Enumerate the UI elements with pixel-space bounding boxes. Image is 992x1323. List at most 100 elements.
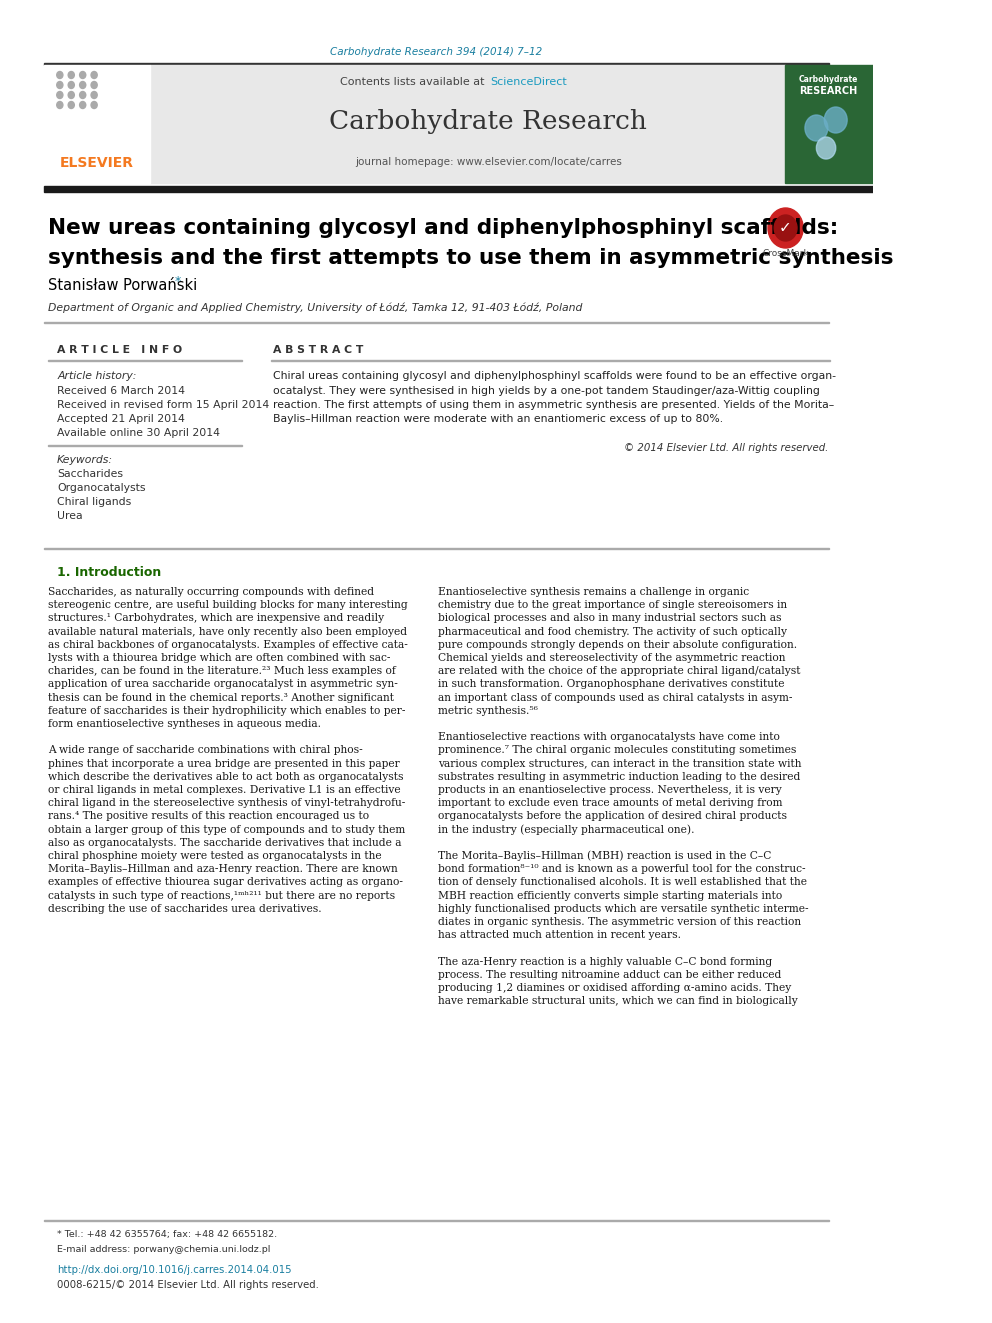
Text: pure compounds strongly depends on their absolute configuration.: pure compounds strongly depends on their… bbox=[438, 640, 798, 650]
Text: in the industry (especially pharmaceutical one).: in the industry (especially pharmaceutic… bbox=[438, 824, 694, 835]
Text: examples of effective thiourea sugar derivatives acting as organo-: examples of effective thiourea sugar der… bbox=[49, 877, 404, 888]
Text: rans.⁴ The positive results of this reaction encouraged us to: rans.⁴ The positive results of this reac… bbox=[49, 811, 369, 822]
Circle shape bbox=[57, 102, 62, 108]
Text: Carbohydrate Research 394 (2014) 7–12: Carbohydrate Research 394 (2014) 7–12 bbox=[330, 48, 543, 57]
Circle shape bbox=[91, 91, 97, 98]
Text: lysts with a thiourea bridge which are often combined with sac-: lysts with a thiourea bridge which are o… bbox=[49, 654, 391, 663]
Text: The Morita–Baylis–Hillman (MBH) reaction is used in the C–C: The Morita–Baylis–Hillman (MBH) reaction… bbox=[438, 851, 772, 861]
Circle shape bbox=[79, 82, 85, 89]
Text: highly functionalised products which are versatile synthetic interme-: highly functionalised products which are… bbox=[438, 904, 808, 914]
Circle shape bbox=[79, 91, 85, 98]
Text: Stanisław Porwański: Stanisław Porwański bbox=[49, 278, 197, 292]
Circle shape bbox=[91, 71, 97, 78]
Text: Department of Organic and Applied Chemistry, University of Łódź, Tamka 12, 91-40: Department of Organic and Applied Chemis… bbox=[49, 303, 582, 314]
Text: chiral ligand in the stereoselective synthesis of vinyl-tetrahydrofu-: chiral ligand in the stereoselective syn… bbox=[49, 798, 406, 808]
Text: © 2014 Elsevier Ltd. All rights reserved.: © 2014 Elsevier Ltd. All rights reserved… bbox=[624, 443, 828, 452]
Text: Article history:: Article history: bbox=[58, 370, 137, 381]
Circle shape bbox=[79, 102, 85, 108]
Text: as chiral backbones of organocatalysts. Examples of effective cata-: as chiral backbones of organocatalysts. … bbox=[49, 640, 409, 650]
Text: structures.¹ Carbohydrates, which are inexpensive and readily: structures.¹ Carbohydrates, which are in… bbox=[49, 614, 385, 623]
Text: Enantioselective synthesis remains a challenge in organic: Enantioselective synthesis remains a cha… bbox=[438, 587, 749, 597]
Text: A B S T R A C T: A B S T R A C T bbox=[273, 345, 363, 355]
Text: stereogenic centre, are useful building blocks for many interesting: stereogenic centre, are useful building … bbox=[49, 601, 408, 610]
Circle shape bbox=[774, 216, 797, 241]
Text: Contents lists available at: Contents lists available at bbox=[340, 77, 488, 87]
Text: journal homepage: www.elsevier.com/locate/carres: journal homepage: www.elsevier.com/locat… bbox=[355, 157, 622, 167]
Text: organocatalysts before the application of desired chiral products: organocatalysts before the application o… bbox=[438, 811, 787, 822]
Text: Morita–Baylis–Hillman and aza-Henry reaction. There are known: Morita–Baylis–Hillman and aza-Henry reac… bbox=[49, 864, 398, 875]
Circle shape bbox=[816, 138, 835, 159]
Text: *: * bbox=[175, 274, 181, 287]
Text: Carbohydrate Research: Carbohydrate Research bbox=[329, 110, 647, 135]
Text: Accepted 21 April 2014: Accepted 21 April 2014 bbox=[58, 414, 186, 423]
Text: producing 1,2 diamines or oxidised affording α-amino acids. They: producing 1,2 diamines or oxidised affor… bbox=[438, 983, 792, 994]
Circle shape bbox=[768, 208, 804, 247]
Text: metric synthesis.⁵⁶: metric synthesis.⁵⁶ bbox=[438, 705, 538, 716]
Text: application of urea saccharide organocatalyst in asymmetric syn-: application of urea saccharide organocat… bbox=[49, 680, 398, 689]
Text: chiral phosphine moiety were tested as organocatalysts in the: chiral phosphine moiety were tested as o… bbox=[49, 851, 382, 861]
Text: Chiral ureas containing glycosyl and diphenylphosphinyl scaffolds were found to : Chiral ureas containing glycosyl and dip… bbox=[273, 370, 835, 381]
Text: Chemical yields and stereoselectivity of the asymmetric reaction: Chemical yields and stereoselectivity of… bbox=[438, 654, 786, 663]
Circle shape bbox=[57, 82, 62, 89]
Text: substrates resulting in asymmetric induction leading to the desired: substrates resulting in asymmetric induc… bbox=[438, 771, 801, 782]
Text: are related with the choice of the appropriate chiral ligand/catalyst: are related with the choice of the appro… bbox=[438, 667, 801, 676]
Text: bond formation⁸⁻¹⁰ and is known as a powerful tool for the construc-: bond formation⁸⁻¹⁰ and is known as a pow… bbox=[438, 864, 806, 875]
Text: or chiral ligands in metal complexes. Derivative L1 is an effective: or chiral ligands in metal complexes. De… bbox=[49, 785, 401, 795]
Text: Enantioselective reactions with organocatalysts have come into: Enantioselective reactions with organoca… bbox=[438, 732, 780, 742]
Circle shape bbox=[79, 71, 85, 78]
Text: important to exclude even trace amounts of metal deriving from: important to exclude even trace amounts … bbox=[438, 798, 783, 808]
Text: Available online 30 April 2014: Available online 30 April 2014 bbox=[58, 429, 220, 438]
Circle shape bbox=[805, 115, 827, 142]
Text: phines that incorporate a urea bridge are presented in this paper: phines that incorporate a urea bridge ar… bbox=[49, 758, 400, 769]
Text: various complex structures, can interact in the transition state with: various complex structures, can interact… bbox=[438, 758, 802, 769]
Text: have remarkable structural units, which we can find in biologically: have remarkable structural units, which … bbox=[438, 996, 798, 1007]
Text: Keywords:: Keywords: bbox=[58, 455, 113, 464]
Text: ✓: ✓ bbox=[779, 221, 792, 235]
Circle shape bbox=[91, 102, 97, 108]
Text: The aza-Henry reaction is a highly valuable C–C bond forming: The aza-Henry reaction is a highly valua… bbox=[438, 957, 773, 967]
Text: http://dx.doi.org/10.1016/j.carres.2014.04.015: http://dx.doi.org/10.1016/j.carres.2014.… bbox=[58, 1265, 292, 1275]
Bar bbox=[44, 65, 150, 183]
Text: products in an enantioselective process. Nevertheless, it is very: products in an enantioselective process.… bbox=[438, 785, 782, 795]
Text: ocatalyst. They were synthesised in high yields by a one-pot tandem Staudinger/a: ocatalyst. They were synthesised in high… bbox=[273, 385, 819, 396]
Circle shape bbox=[68, 82, 74, 89]
Bar bbox=[785, 65, 873, 183]
Text: diates in organic synthesis. The asymmetric version of this reaction: diates in organic synthesis. The asymmet… bbox=[438, 917, 802, 927]
Text: ELSEVIER: ELSEVIER bbox=[60, 156, 134, 169]
Bar bbox=[44, 187, 873, 192]
Text: biological processes and also in many industrial sectors such as: biological processes and also in many in… bbox=[438, 614, 782, 623]
Text: has attracted much attention in recent years.: has attracted much attention in recent y… bbox=[438, 930, 682, 941]
Circle shape bbox=[68, 91, 74, 98]
Text: feature of saccharides is their hydrophilicity which enables to per-: feature of saccharides is their hydrophi… bbox=[49, 705, 406, 716]
Text: obtain a larger group of this type of compounds and to study them: obtain a larger group of this type of co… bbox=[49, 824, 406, 835]
Bar bbox=[44, 64, 828, 65]
Bar bbox=[150, 65, 785, 183]
Circle shape bbox=[68, 71, 74, 78]
Text: synthesis and the first attempts to use them in asymmetric synthesis: synthesis and the first attempts to use … bbox=[49, 247, 894, 269]
Text: tion of densely functionalised alcohols. It is well established that the: tion of densely functionalised alcohols.… bbox=[438, 877, 807, 888]
Text: chemistry due to the great importance of single stereoisomers in: chemistry due to the great importance of… bbox=[438, 601, 788, 610]
Text: ScienceDirect: ScienceDirect bbox=[490, 77, 566, 87]
Text: Baylis–Hillman reaction were moderate with an enantiomeric excess of up to 80%.: Baylis–Hillman reaction were moderate wi… bbox=[273, 414, 723, 425]
Text: A R T I C L E   I N F O: A R T I C L E I N F O bbox=[58, 345, 183, 355]
Text: Organocatalysts: Organocatalysts bbox=[58, 483, 146, 493]
Text: charides, can be found in the literature.²³ Much less examples of: charides, can be found in the literature… bbox=[49, 667, 396, 676]
Text: catalysts in such type of reactions,¹ᵐʰ²¹¹ but there are no reports: catalysts in such type of reactions,¹ᵐʰ²… bbox=[49, 890, 396, 901]
Text: Carbohydrate: Carbohydrate bbox=[799, 75, 858, 85]
Text: process. The resulting nitroamine adduct can be either reduced: process. The resulting nitroamine adduct… bbox=[438, 970, 782, 980]
Text: which describe the derivatives able to act both as organocatalysts: which describe the derivatives able to a… bbox=[49, 771, 404, 782]
Text: Received in revised form 15 April 2014: Received in revised form 15 April 2014 bbox=[58, 400, 270, 410]
Circle shape bbox=[824, 107, 847, 134]
Text: * Tel.: +48 42 6355764; fax: +48 42 6655182.: * Tel.: +48 42 6355764; fax: +48 42 6655… bbox=[58, 1229, 278, 1238]
Circle shape bbox=[68, 102, 74, 108]
Text: Saccharides, as naturally occurring compounds with defined: Saccharides, as naturally occurring comp… bbox=[49, 587, 375, 597]
Text: available natural materials, have only recently also been employed: available natural materials, have only r… bbox=[49, 627, 408, 636]
Text: in such transformation. Organophosphane derivatives constitute: in such transformation. Organophosphane … bbox=[438, 680, 785, 689]
Text: RESEARCH: RESEARCH bbox=[800, 86, 858, 97]
Text: pharmaceutical and food chemistry. The activity of such optically: pharmaceutical and food chemistry. The a… bbox=[438, 627, 787, 636]
Text: MBH reaction efficiently converts simple starting materials into: MBH reaction efficiently converts simple… bbox=[438, 890, 783, 901]
Text: CrossMark: CrossMark bbox=[762, 249, 808, 258]
Text: 0008-6215/© 2014 Elsevier Ltd. All rights reserved.: 0008-6215/© 2014 Elsevier Ltd. All right… bbox=[58, 1279, 319, 1290]
Text: Urea: Urea bbox=[58, 511, 82, 521]
Text: also as organocatalysts. The saccharide derivatives that include a: also as organocatalysts. The saccharide … bbox=[49, 837, 402, 848]
